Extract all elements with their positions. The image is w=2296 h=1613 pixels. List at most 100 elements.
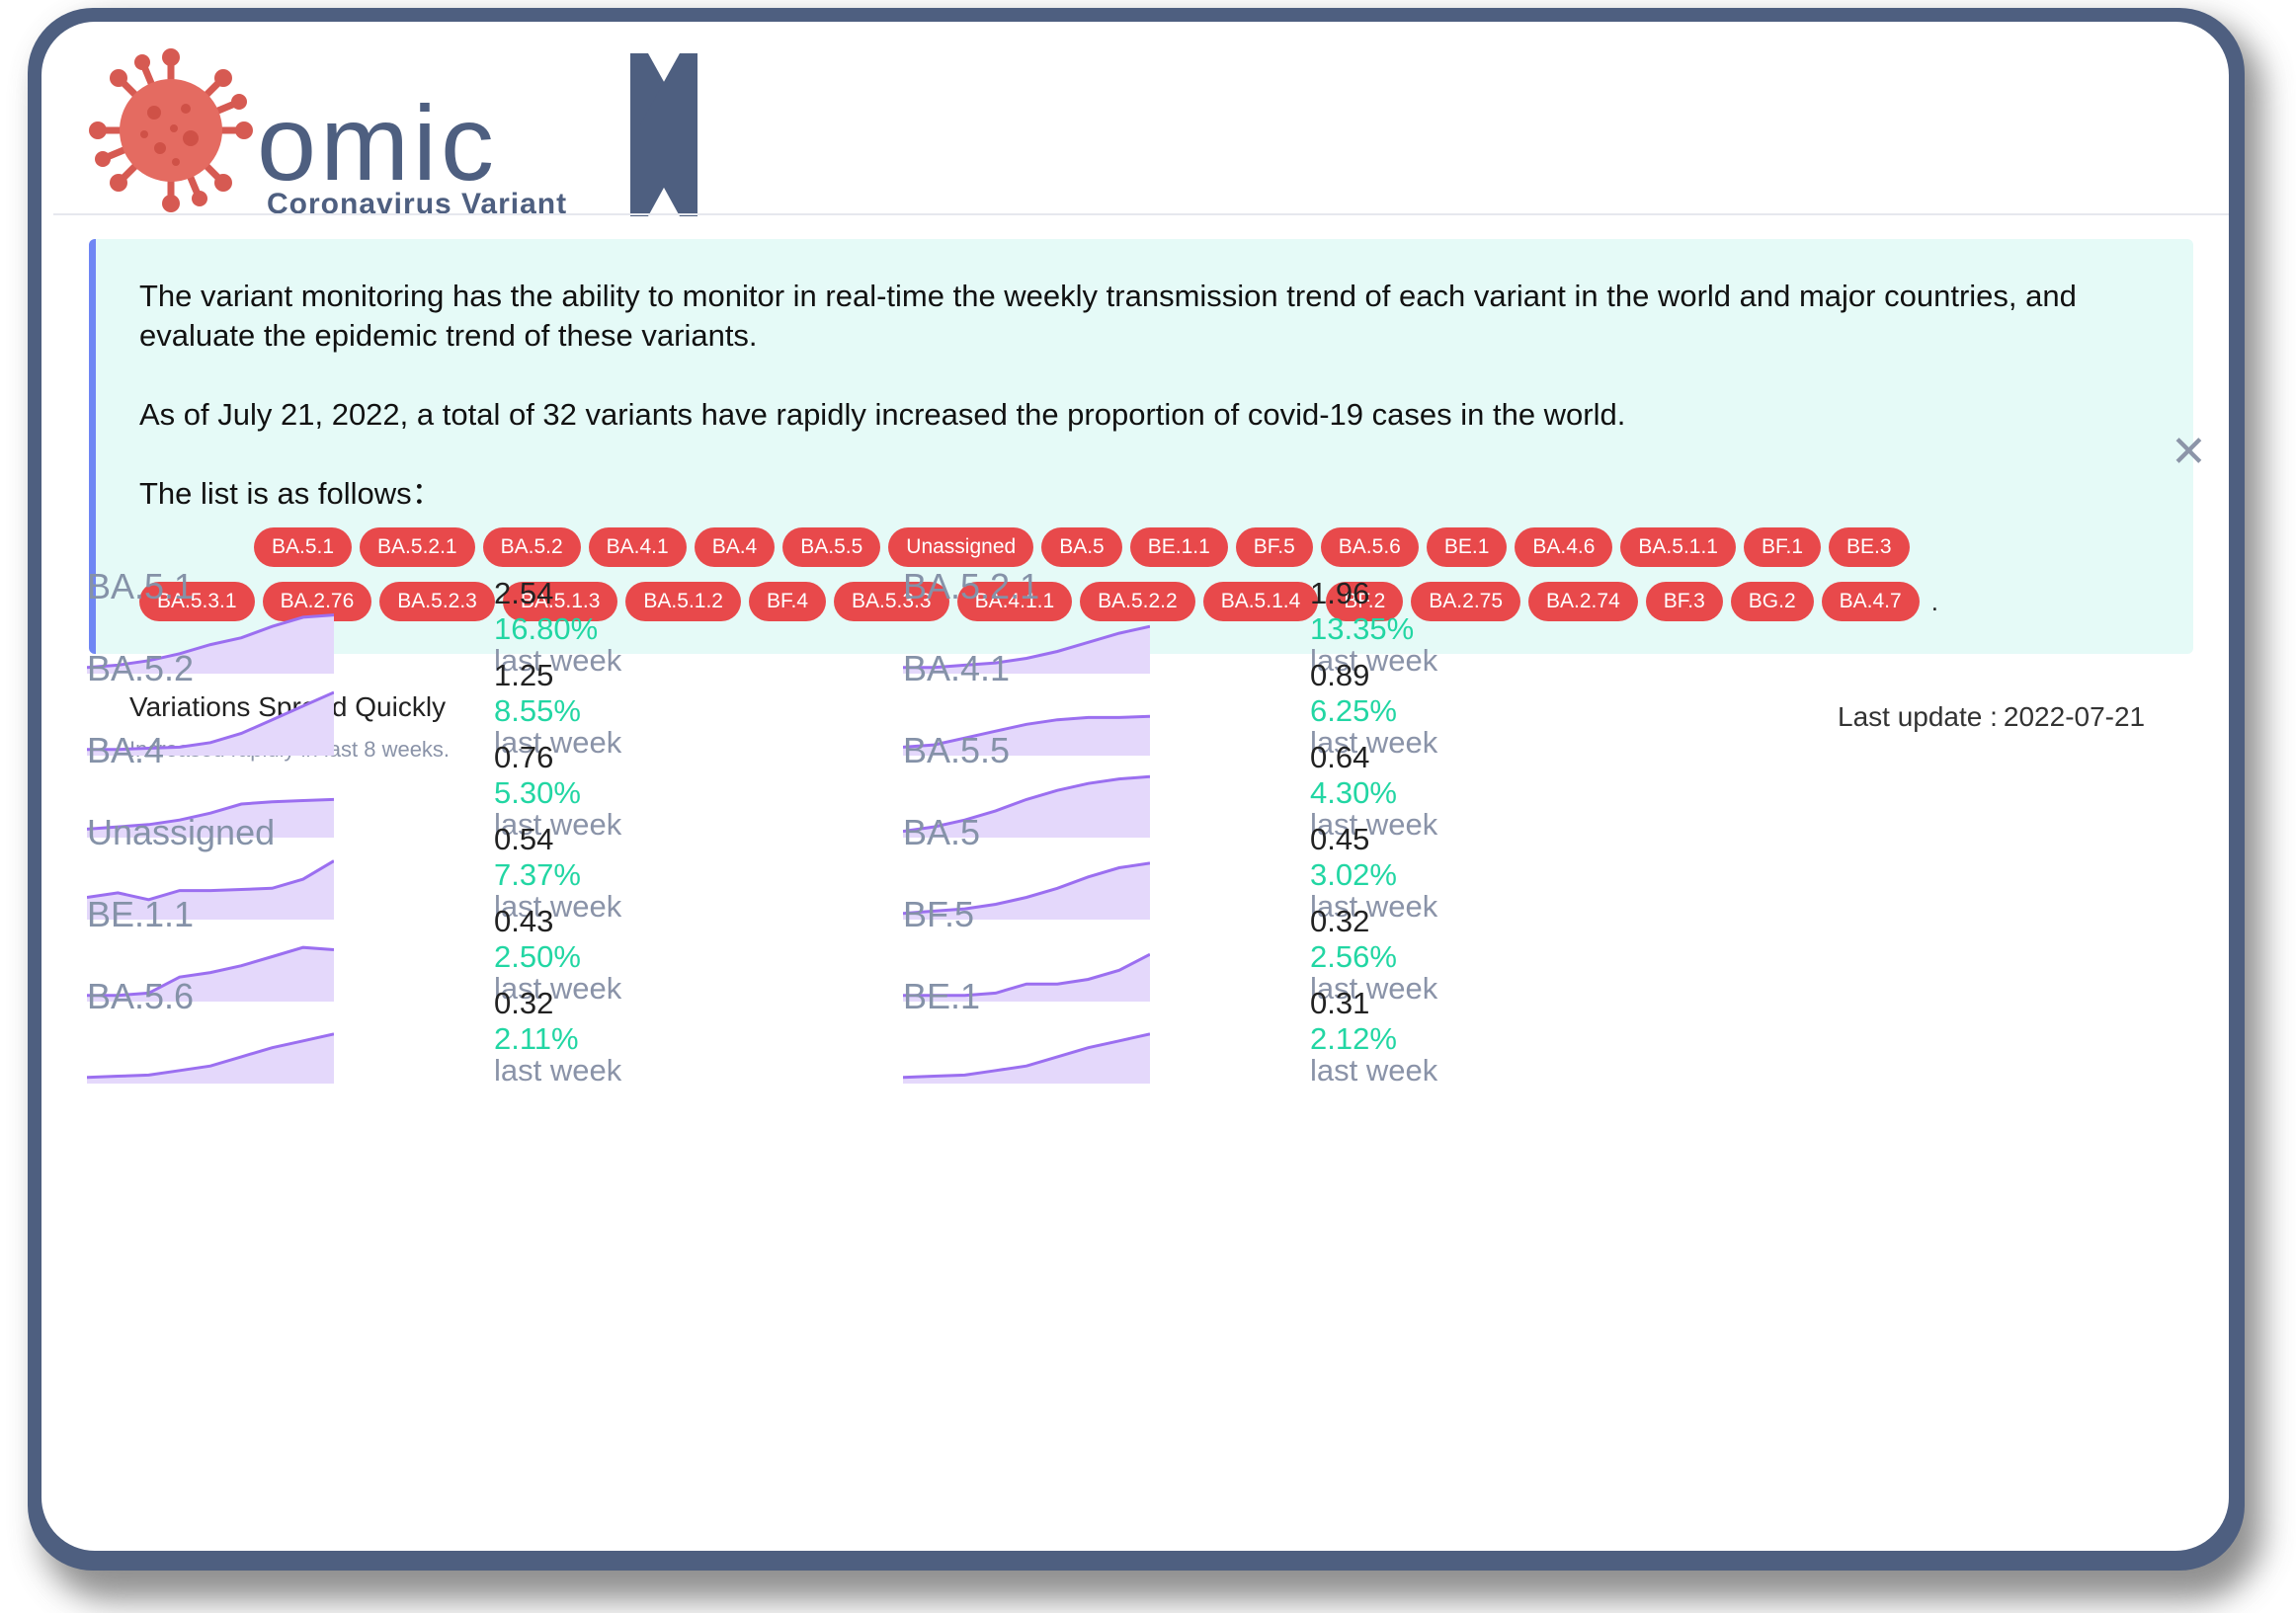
variant-tag[interactable]: BE.1 (1426, 527, 1508, 567)
variant-tag[interactable]: BA.5 (1041, 527, 1122, 567)
variant-tag[interactable]: BA.4 (694, 527, 776, 567)
variant-card[interactable]: BA.5 0.45 3.02% last week (903, 813, 1753, 935)
logo-wordmark: omic (257, 83, 498, 202)
variant-tag[interactable]: BA.5.1.2 (625, 582, 741, 621)
variant-card[interactable]: BA.4 0.76 5.30% last week (87, 731, 937, 853)
variant-tag[interactable]: BA.5.2.1 (360, 527, 475, 567)
variant-tag[interactable]: BA.5.1.1 (1620, 527, 1736, 567)
variant-rate: 0.32 (494, 986, 554, 1020)
variant-tag[interactable]: BE.3 (1829, 527, 1910, 567)
alert-description: The variant monitoring has the ability t… (139, 279, 2077, 353)
variant-tag-row-1: BA.5.1 BA.5.2.1 BA.5.2 BA.4.1 BA.4 BA.5.5 Unas… (254, 527, 1910, 567)
variant-tag[interactable]: BA.5.3.1 (139, 582, 255, 621)
variant-card[interactable]: BA.5.1 2.54 16.80% last week (87, 567, 937, 689)
variant-rate: 0.43 (494, 904, 554, 938)
sparkline-line (87, 1032, 334, 1080)
sparkline-area (903, 1033, 1150, 1084)
variant-tag[interactable]: BA.5.6 (1320, 527, 1419, 567)
alert-list-intro: The list is as follows： (139, 476, 443, 511)
variant-name: BA.5.1 (87, 566, 195, 606)
variant-tag[interactable]: BA.5.1.4 (1202, 582, 1319, 621)
logo-x-mark (630, 53, 697, 216)
trend-sparkline (87, 690, 334, 756)
close-icon[interactable]: ✕ (2171, 428, 2207, 476)
variant-card[interactable]: BE.1 0.31 2.12% last week (903, 977, 1753, 1099)
variant-tag-row-2: BA.5.3.1 BA.2.76 BA.5.2.3 BA.5.1.3 BA.5.1.2 B… (139, 582, 1938, 621)
variant-tag[interactable]: BF.1 (1743, 527, 1822, 567)
variant-percent: 2.11% (494, 1021, 579, 1056)
variant-tag[interactable]: Unassigned (888, 527, 1034, 567)
variant-tag[interactable]: BA.5.3.3 (834, 582, 949, 621)
variant-name: BA.5.2 (87, 648, 195, 688)
trend-sparkline (87, 1032, 334, 1084)
sparkline-line (87, 859, 334, 902)
sparkline-area (87, 692, 334, 756)
variant-tag[interactable]: BF.3 (1645, 582, 1723, 621)
variant-card[interactable]: BA.5.2 1.25 8.55% last week (87, 649, 937, 771)
variant-card[interactable]: BA.4.1 0.89 6.25% last week (903, 649, 1753, 771)
variant-tag[interactable]: BE.1.1 (1129, 527, 1228, 567)
trend-sparkline (87, 797, 334, 838)
variant-tag[interactable]: BA.4.7 (1821, 582, 1920, 621)
variant-tag[interactable]: BA.2.75 (1411, 582, 1521, 621)
trend-sparkline (903, 861, 1150, 920)
variant-tag[interactable]: BA.5.1.3 (502, 582, 618, 621)
variant-tag[interactable]: BG.2 (1730, 582, 1814, 621)
variant-name: BA.5.5 (903, 730, 1011, 770)
variant-period: last week (1310, 1053, 1438, 1088)
variant-rate: 0.32 (1310, 904, 1370, 938)
variant-name: BA.4 (87, 730, 165, 770)
variant-period: last week (1310, 889, 1438, 924)
omicx-logo[interactable]: omic Coronavirus Variant (77, 32, 709, 219)
variant-tag[interactable]: BF.4 (748, 582, 827, 621)
variant-tag[interactable]: BA.4.1.1 (956, 582, 1073, 621)
variant-tag[interactable]: BA.4.6 (1515, 527, 1613, 567)
tag-list-end: . (1930, 586, 1938, 616)
trend-sparkline (87, 859, 334, 920)
variant-tag[interactable]: BA.2.74 (1528, 582, 1638, 621)
variant-tag[interactable]: BA.5.5 (782, 527, 881, 567)
sparkline-line (903, 1032, 1150, 1080)
trend-sparkline (87, 613, 334, 674)
variant-tag[interactable]: BA.5.2 (482, 527, 581, 567)
trend-sparkline (903, 714, 1150, 756)
variant-tag[interactable]: BA.5.1 (254, 527, 353, 567)
trend-sparkline (903, 624, 1150, 674)
variant-card[interactable]: BF.5 0.32 2.56% last week (903, 895, 1753, 1017)
variant-name: BA.5.2.1 (903, 566, 1040, 606)
sparkline-area (903, 626, 1150, 674)
variant-tag[interactable]: BF.2 (1326, 582, 1404, 621)
variant-card[interactable]: Unassigned 0.54 7.37% last week (87, 813, 937, 935)
sparkline-line (87, 797, 334, 831)
variant-percent: 4.30% (1310, 775, 1397, 810)
variant-card[interactable]: BE.1.1 0.43 2.50% last week (87, 895, 937, 1017)
variant-period: last week (494, 807, 622, 842)
variant-card[interactable]: BA.5.6 0.32 2.11% last week (87, 977, 937, 1099)
variant-card[interactable]: BA.5.2.1 1.96 13.35% last week (903, 567, 1753, 689)
sparkline-line (903, 624, 1150, 670)
sparkline-line (87, 945, 334, 998)
variant-tag[interactable]: BA.4.1 (588, 527, 687, 567)
trend-sparkline (87, 945, 334, 1002)
variant-tag[interactable]: BA.2.76 (262, 582, 372, 621)
variant-period: last week (494, 1053, 622, 1088)
alert-summary: As of July 21, 2022, a total of 32 varia… (139, 397, 1626, 432)
trend-sparkline (903, 952, 1150, 1002)
variant-percent: 5.30% (494, 775, 581, 810)
variant-rate: 0.31 (1310, 986, 1370, 1020)
variant-rate: 0.76 (494, 740, 554, 774)
variant-monitoring-alert: The variant monitoring has the ability t… (89, 239, 2207, 654)
variant-tag[interactable]: BA.5.2.2 (1080, 582, 1195, 621)
variant-card[interactable]: BA.5.5 0.64 4.30% last week (903, 731, 1753, 853)
virus-icon (89, 48, 253, 212)
variant-tag[interactable]: BF.5 (1235, 527, 1313, 567)
sparkline-area (87, 1033, 334, 1084)
variant-period: last week (1310, 725, 1438, 760)
variant-rate: 1.96 (1310, 576, 1370, 610)
sparkline-line (903, 714, 1150, 749)
variant-tag[interactable]: BA.5.2.3 (379, 582, 495, 621)
variant-percent: 2.56% (1310, 939, 1397, 974)
sparkline-line (903, 774, 1150, 834)
variant-percent: 2.12% (1310, 1021, 1397, 1056)
variant-rate: 0.64 (1310, 740, 1370, 774)
